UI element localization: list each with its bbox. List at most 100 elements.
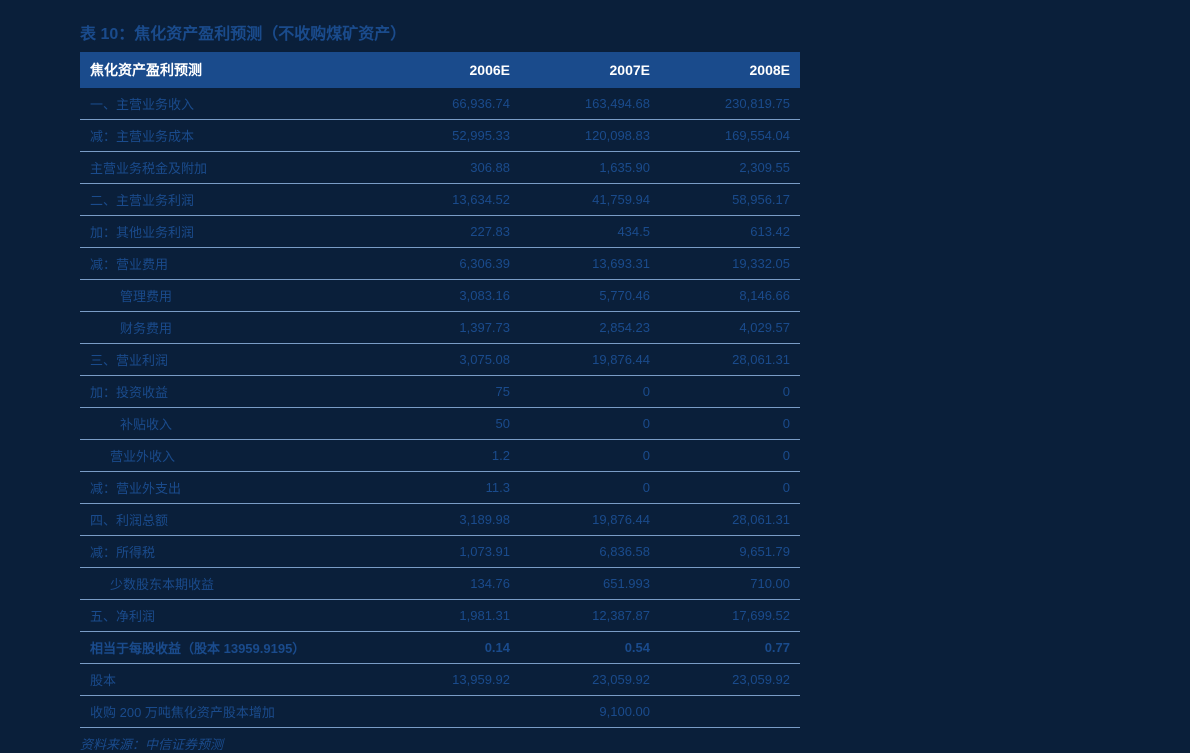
row-value-1: 1,981.31: [380, 600, 520, 632]
row-value-3: 28,061.31: [660, 504, 800, 536]
row-value-1: 66,936.74: [380, 88, 520, 120]
row-label: 三、营业利润: [80, 344, 380, 376]
row-label: 减：营业外支出: [80, 472, 380, 504]
row-value-1: 52,995.33: [380, 120, 520, 152]
row-label: 减：营业费用: [80, 248, 380, 280]
row-value-2: 0: [520, 376, 660, 408]
row-label: 加：其他业务利润: [80, 216, 380, 248]
row-value-2: 12,387.87: [520, 600, 660, 632]
row-value-3: 9,651.79: [660, 536, 800, 568]
row-value-2: 651.993: [520, 568, 660, 600]
row-value-1: 75: [380, 376, 520, 408]
row-value-3: 19,332.05: [660, 248, 800, 280]
table-row: 财务费用1,397.732,854.234,029.57: [80, 312, 800, 344]
table-row: 加：其他业务利润227.83434.5613.42: [80, 216, 800, 248]
row-value-2: 163,494.68: [520, 88, 660, 120]
table-row: 少数股东本期收益134.76651.993710.00: [80, 568, 800, 600]
table-row: 三、营业利润3,075.0819,876.4428,061.31: [80, 344, 800, 376]
table-row: 营业外收入1.200: [80, 440, 800, 472]
row-label: 少数股东本期收益: [80, 568, 380, 600]
row-value-1: 3,083.16: [380, 280, 520, 312]
row-value-2: 5,770.46: [520, 280, 660, 312]
row-value-2: 2,854.23: [520, 312, 660, 344]
row-value-1: 13,634.52: [380, 184, 520, 216]
row-value-3: 0: [660, 376, 800, 408]
row-value-2: 0: [520, 472, 660, 504]
table-row: 五、净利润1,981.3112,387.8717,699.52: [80, 600, 800, 632]
row-value-2: 1,635.90: [520, 152, 660, 184]
table-row: 减：主营业务成本52,995.33120,098.83169,554.04: [80, 120, 800, 152]
table-row: 管理费用3,083.165,770.468,146.66: [80, 280, 800, 312]
row-value-2: 23,059.92: [520, 664, 660, 696]
table-row: 相当于每股收益（股本 13959.9195）0.140.540.77: [80, 632, 800, 664]
row-value-3: 0: [660, 440, 800, 472]
table-title: 表 10：焦化资产盈利预测（不收购煤矿资产）: [80, 20, 1110, 44]
row-label: 补贴收入: [80, 408, 380, 440]
row-value-1: [380, 696, 520, 728]
table-row: 减：所得税1,073.916,836.589,651.79: [80, 536, 800, 568]
table-row: 股本13,959.9223,059.9223,059.92: [80, 664, 800, 696]
row-value-1: 50: [380, 408, 520, 440]
row-label: 营业外收入: [80, 440, 380, 472]
row-value-3: 8,146.66: [660, 280, 800, 312]
row-value-3: 23,059.92: [660, 664, 800, 696]
row-label: 财务费用: [80, 312, 380, 344]
row-value-3: 613.42: [660, 216, 800, 248]
row-value-1: 134.76: [380, 568, 520, 600]
table-row: 收购 200 万吨焦化资产股本增加9,100.00: [80, 696, 800, 728]
row-value-3: [660, 696, 800, 728]
table-row: 四、利润总额3,189.9819,876.4428,061.31: [80, 504, 800, 536]
row-value-1: 1.2: [380, 440, 520, 472]
table-row: 补贴收入5000: [80, 408, 800, 440]
table-row: 主营业务税金及附加306.881,635.902,309.55: [80, 152, 800, 184]
row-label: 减：所得税: [80, 536, 380, 568]
row-value-1: 306.88: [380, 152, 520, 184]
row-value-2: 0: [520, 408, 660, 440]
row-value-3: 2,309.55: [660, 152, 800, 184]
table-row: 减：营业费用6,306.3913,693.3119,332.05: [80, 248, 800, 280]
row-label: 五、净利润: [80, 600, 380, 632]
row-value-2: 19,876.44: [520, 504, 660, 536]
header-label: 焦化资产盈利预测: [80, 52, 380, 88]
row-value-1: 13,959.92: [380, 664, 520, 696]
row-value-3: 17,699.52: [660, 600, 800, 632]
row-value-1: 3,189.98: [380, 504, 520, 536]
forecast-table: 焦化资产盈利预测 2006E 2007E 2008E 一、主营业务收入66,93…: [80, 52, 800, 728]
table-row: 减：营业外支出11.300: [80, 472, 800, 504]
row-label: 加：投资收益: [80, 376, 380, 408]
row-value-3: 0: [660, 472, 800, 504]
row-value-1: 0.14: [380, 632, 520, 664]
row-value-3: 710.00: [660, 568, 800, 600]
row-label: 主营业务税金及附加: [80, 152, 380, 184]
row-value-2: 19,876.44: [520, 344, 660, 376]
row-value-2: 120,098.83: [520, 120, 660, 152]
row-value-1: 6,306.39: [380, 248, 520, 280]
row-value-3: 169,554.04: [660, 120, 800, 152]
table-body: 一、主营业务收入66,936.74163,494.68230,819.75减：主…: [80, 88, 800, 728]
row-value-3: 0.77: [660, 632, 800, 664]
header-year-2: 2007E: [520, 52, 660, 88]
row-value-1: 3,075.08: [380, 344, 520, 376]
header-year-3: 2008E: [660, 52, 800, 88]
table-row: 一、主营业务收入66,936.74163,494.68230,819.75: [80, 88, 800, 120]
table-header-row: 焦化资产盈利预测 2006E 2007E 2008E: [80, 52, 800, 88]
row-label: 管理费用: [80, 280, 380, 312]
row-value-3: 0: [660, 408, 800, 440]
table-row: 二、主营业务利润13,634.5241,759.9458,956.17: [80, 184, 800, 216]
row-value-3: 28,061.31: [660, 344, 800, 376]
row-value-2: 0.54: [520, 632, 660, 664]
row-value-2: 41,759.94: [520, 184, 660, 216]
row-value-1: 11.3: [380, 472, 520, 504]
row-label: 相当于每股收益（股本 13959.9195）: [80, 632, 380, 664]
row-value-2: 6,836.58: [520, 536, 660, 568]
row-value-2: 9,100.00: [520, 696, 660, 728]
row-value-3: 58,956.17: [660, 184, 800, 216]
header-year-1: 2006E: [380, 52, 520, 88]
row-label: 减：主营业务成本: [80, 120, 380, 152]
row-value-2: 13,693.31: [520, 248, 660, 280]
row-value-1: 1,397.73: [380, 312, 520, 344]
row-value-1: 227.83: [380, 216, 520, 248]
row-label: 四、利润总额: [80, 504, 380, 536]
row-label: 一、主营业务收入: [80, 88, 380, 120]
row-value-3: 4,029.57: [660, 312, 800, 344]
